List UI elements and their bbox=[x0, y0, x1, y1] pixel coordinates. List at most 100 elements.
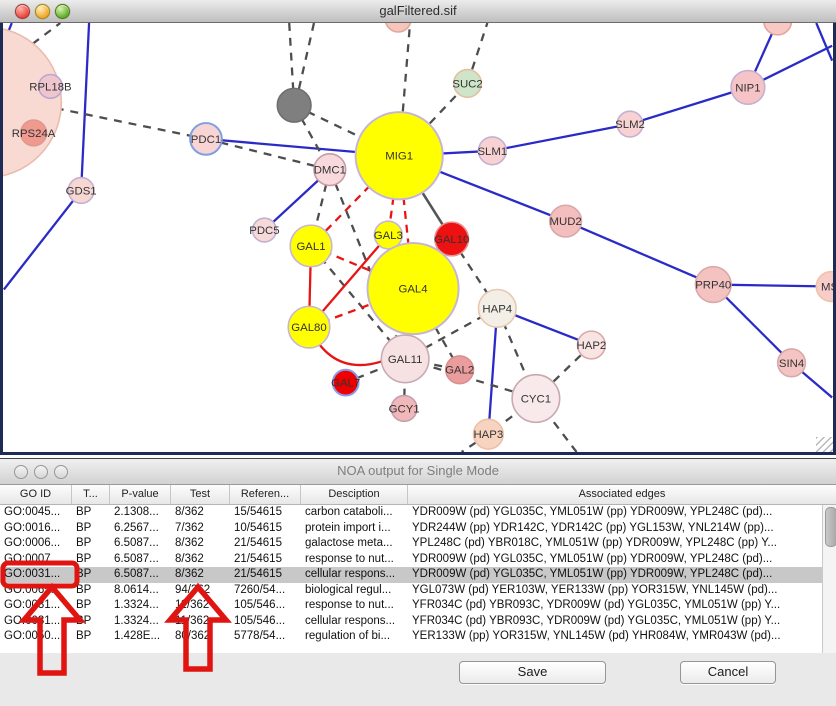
save-button[interactable]: Save bbox=[459, 661, 606, 684]
cell-reference: 21/54615 bbox=[230, 567, 301, 583]
cell-reference: 15/54615 bbox=[230, 505, 301, 521]
cell-pvalue: 2.1308... bbox=[110, 505, 171, 521]
node-gray-node[interactable] bbox=[277, 88, 311, 122]
cell-pvalue: 6.2567... bbox=[110, 521, 171, 537]
cell-edges: YDR009W (pd) YGL035C, YML051W (pp) YDR00… bbox=[408, 552, 836, 568]
noa-window-titlebar[interactable]: NOA output for Single Mode bbox=[0, 459, 836, 485]
cell-reference: 21/54615 bbox=[230, 536, 301, 552]
cell-pvalue: 1.3324... bbox=[110, 598, 171, 614]
network-window-titlebar[interactable]: galFiltered.sif bbox=[0, 0, 836, 23]
edge-blue bbox=[630, 87, 748, 124]
cell-pvalue: 1.3324... bbox=[110, 614, 171, 630]
edge-blue bbox=[4, 190, 81, 289]
cell-test: 11/362 bbox=[171, 598, 230, 614]
cell-edges: YFR034C (pd) YBR093C, YDR009W (pd) YGL03… bbox=[408, 598, 836, 614]
column-header-desciption[interactable]: Desciption bbox=[301, 485, 408, 504]
resize-grip[interactable] bbox=[816, 437, 833, 452]
node-big-left[interactable] bbox=[3, 27, 61, 178]
cell-description: cellular respons... bbox=[301, 614, 408, 630]
scrollbar-thumb[interactable] bbox=[825, 507, 836, 547]
network-window: galFiltered.sif RPL18B RPS24A GDS1 PDC1 DMC1… bbox=[0, 0, 836, 458]
cell-test: 8/362 bbox=[171, 505, 230, 521]
node-label-DMC1: DMC1 bbox=[314, 165, 346, 177]
cell-test: 80/362 bbox=[171, 629, 230, 645]
node-label-GAL10: GAL10 bbox=[434, 234, 469, 246]
cell-goid: GO:0007... bbox=[0, 552, 72, 568]
cell-goid: GO:0006... bbox=[0, 536, 72, 552]
column-header-t[interactable]: T... bbox=[72, 485, 110, 504]
cell-test: 8/362 bbox=[171, 567, 230, 583]
cell-edges: YFR034C (pd) YBR093C, YDR009W (pd) YGL03… bbox=[408, 614, 836, 630]
cell-type: BP bbox=[72, 629, 110, 645]
node-label-GAL80: GAL80 bbox=[291, 322, 326, 334]
cell-type: BP bbox=[72, 505, 110, 521]
cancel-button[interactable]: Cancel bbox=[680, 661, 776, 684]
cell-description: galactose meta... bbox=[301, 536, 408, 552]
cell-pvalue: 6.5087... bbox=[110, 567, 171, 583]
column-header-goid[interactable]: GO ID bbox=[0, 485, 72, 504]
column-header-pvalue[interactable]: P-value bbox=[110, 485, 171, 504]
column-header-referen[interactable]: Referen... bbox=[230, 485, 301, 504]
cell-type: BP bbox=[72, 521, 110, 537]
node-label-SLM2: SLM2 bbox=[615, 119, 645, 131]
cell-pvalue: 6.5087... bbox=[110, 552, 171, 568]
node-label-PRP40: PRP40 bbox=[695, 280, 731, 292]
edge-blue bbox=[566, 221, 714, 284]
network-graph: RPL18BRPS24AGDS1PDC1DMC1MIG1SUC2SLM1SLM2… bbox=[3, 23, 833, 452]
cell-goid: GO:0031... bbox=[0, 614, 72, 630]
cell-description: response to nut... bbox=[301, 598, 408, 614]
node-label-CYC1: CYC1 bbox=[521, 393, 551, 405]
cell-pvalue: 1.428E... bbox=[110, 629, 171, 645]
cell-test: 11/362 bbox=[171, 614, 230, 630]
node-top-partial-1[interactable] bbox=[385, 23, 411, 32]
cell-type: BP bbox=[72, 614, 110, 630]
cell-goid: GO:0050... bbox=[0, 629, 72, 645]
node-label-RPL18B: RPL18B bbox=[29, 81, 71, 93]
cell-description: regulation of bi... bbox=[301, 629, 408, 645]
edge-blue bbox=[492, 124, 630, 151]
cell-pvalue: 6.5087... bbox=[110, 536, 171, 552]
cell-description: response to nut... bbox=[301, 552, 408, 568]
cell-type: BP bbox=[72, 567, 110, 583]
cell-test: 8/362 bbox=[171, 552, 230, 568]
node-label-GAL4: GAL4 bbox=[398, 283, 427, 295]
node-label-GAL7: GAL7 bbox=[331, 378, 360, 390]
column-header-test[interactable]: Test bbox=[171, 485, 230, 504]
node-label-MIG1: MIG1 bbox=[385, 151, 413, 163]
cell-edges: YER133W (pp) YOR315W, YNL145W (pd) YHR08… bbox=[408, 629, 836, 645]
node-top-partial-2[interactable] bbox=[764, 23, 792, 35]
edge-blue bbox=[816, 23, 832, 61]
cell-description: carbon cataboli... bbox=[301, 505, 408, 521]
cell-pvalue: 8.0614... bbox=[110, 583, 171, 599]
node-label-MSI: MSI bbox=[821, 282, 833, 294]
cell-description: protein import i... bbox=[301, 521, 408, 537]
node-label-PDC1: PDC1 bbox=[191, 134, 221, 146]
cell-description: biological regul... bbox=[301, 583, 408, 599]
network-window-title: galFiltered.sif bbox=[0, 3, 836, 18]
cell-description: cellular respons... bbox=[301, 567, 408, 583]
cell-goid: GO:0045... bbox=[0, 505, 72, 521]
node-label-MUD2: MUD2 bbox=[550, 216, 582, 228]
node-label-GAL2: GAL2 bbox=[445, 365, 474, 377]
node-label-SIN4: SIN4 bbox=[779, 358, 804, 370]
vertical-scrollbar[interactable] bbox=[822, 505, 836, 653]
node-label-SLM1: SLM1 bbox=[477, 146, 507, 158]
cell-type: BP bbox=[72, 583, 110, 599]
node-label-RPS24A: RPS24A bbox=[12, 128, 56, 140]
cell-reference: 21/54615 bbox=[230, 552, 301, 568]
node-label-GAL1: GAL1 bbox=[296, 241, 325, 253]
column-header-associatededges[interactable]: Associated edges bbox=[408, 485, 836, 504]
cell-test: 94/362 bbox=[171, 583, 230, 599]
node-label-GDS1: GDS1 bbox=[66, 185, 97, 197]
